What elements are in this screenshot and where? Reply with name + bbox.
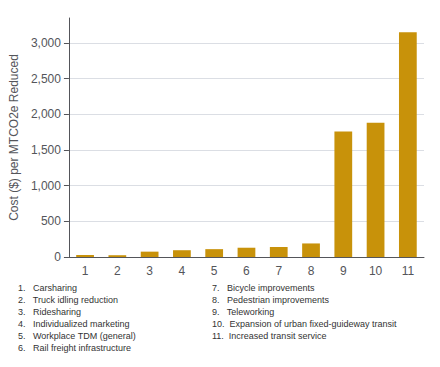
svg-text:3. Ridesharing: 3. Ridesharing (18, 307, 81, 317)
svg-text:500: 500 (41, 214, 61, 228)
svg-text:3: 3 (146, 264, 153, 278)
svg-text:7: 7 (275, 264, 282, 278)
svg-text:7. Bicycle improvements: 7. Bicycle improvements (212, 283, 315, 293)
svg-text:2: 2 (114, 264, 121, 278)
svg-text:8. Pedestrian improvements: 8. Pedestrian improvements (212, 295, 330, 305)
svg-text:9: 9 (340, 264, 347, 278)
svg-text:1. Carsharing: 1. Carsharing (18, 283, 77, 293)
svg-text:5. Workplace TDM (general): 5. Workplace TDM (general) (18, 331, 136, 341)
svg-text:3,000: 3,000 (31, 36, 61, 50)
svg-text:0: 0 (54, 250, 61, 264)
svg-text:5: 5 (211, 264, 218, 278)
svg-text:10. Expansion of urban fixed-: 10. Expansion of urban fixed-guideway tr… (212, 319, 397, 329)
svg-text:6. Rail freight infrastructu: 6. Rail freight infrastructure (18, 343, 131, 353)
svg-text:4: 4 (179, 264, 186, 278)
svg-text:11: 11 (402, 264, 415, 278)
svg-text:11. Increased transit service: 11. Increased transit service (212, 331, 326, 341)
svg-text:1: 1 (82, 264, 89, 278)
svg-text:10: 10 (369, 264, 383, 278)
svg-text:8: 8 (308, 264, 315, 278)
svg-text:2,500: 2,500 (31, 72, 61, 86)
svg-text:2,000: 2,000 (31, 107, 61, 121)
svg-text:9. Teleworking: 9. Teleworking (212, 307, 274, 317)
svg-text:4. Individualized marketing: 4. Individualized marketing (18, 319, 130, 329)
svg-text:Cost ($) per MTCO2e Reduced: Cost ($) per MTCO2e Reduced (7, 54, 21, 221)
svg-text:1,500: 1,500 (31, 143, 61, 157)
svg-text:1,000: 1,000 (31, 179, 61, 193)
svg-text:6: 6 (243, 264, 250, 278)
svg-text:2. Truck idling reduction: 2. Truck idling reduction (18, 295, 118, 305)
